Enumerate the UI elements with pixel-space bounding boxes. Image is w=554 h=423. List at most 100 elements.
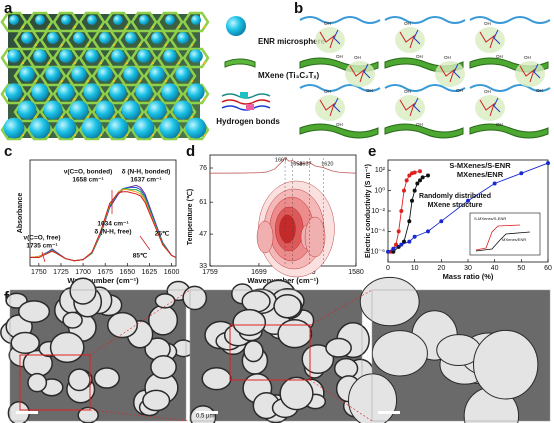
bond (113, 80, 115, 82)
data-point (402, 239, 406, 244)
legend-bond-box (240, 92, 248, 98)
enr-sphere (43, 100, 63, 120)
peak-label: 1658 (290, 161, 302, 167)
hbond-zone (345, 61, 375, 87)
oh-label: OH (496, 54, 503, 59)
bond (22, 26, 24, 28)
bond (48, 134, 50, 136)
contour-level (256, 220, 274, 254)
bond (113, 44, 115, 46)
inset-legend: S-MXenes/S-ENR (474, 216, 506, 221)
legend-sphere (226, 16, 246, 36)
data-point (412, 170, 417, 175)
bond (74, 62, 76, 64)
y-tick-label: 61 (199, 199, 207, 206)
annotation: δ (N-H, free) (94, 229, 131, 236)
y-tick-label: 47 (199, 231, 207, 238)
enr-sphere (33, 49, 47, 63)
annotation: δ (N-H, bonded) (122, 169, 171, 176)
enr-sphere (113, 15, 123, 25)
bond (204, 98, 206, 100)
x-axis-label: Wavenumber (cm⁻¹) (67, 276, 139, 285)
mxene-cell (0, 47, 28, 69)
bond (100, 98, 102, 100)
hbond-zone (475, 95, 505, 121)
enr-sphere (29, 117, 51, 139)
enr-sphere (175, 66, 191, 82)
hbond-zone (515, 61, 545, 87)
pore (142, 389, 171, 412)
enr-sphere (73, 32, 85, 44)
inset-curve (475, 224, 521, 251)
pore (62, 311, 83, 329)
annotation: 1634 cm⁻¹ (97, 221, 128, 228)
x-tick-label: 1759 (202, 269, 218, 276)
enr-sphere (81, 117, 103, 139)
enr-sphere (97, 66, 113, 82)
data-point (426, 173, 430, 178)
oh-label: OH (416, 122, 423, 127)
enr-sphere (21, 32, 33, 44)
enr-sphere (83, 83, 101, 101)
enr-sphere (185, 117, 207, 139)
mxene-sheet (469, 123, 549, 139)
enr-sphere (95, 100, 115, 120)
oh-label: OH (416, 54, 423, 59)
panel-letter: b (294, 0, 303, 17)
enr-sphere (55, 117, 77, 139)
bond (87, 44, 89, 46)
y-tick-label: 10⁰ (374, 186, 385, 194)
peak-label: 1620 (321, 161, 333, 167)
annotation: 1735 cm⁻¹ (26, 243, 57, 250)
oh-label: OH (456, 88, 463, 93)
bond (100, 134, 102, 136)
bond (100, 62, 102, 64)
y-tick-label: 10² (375, 167, 386, 174)
enr-sphere (189, 49, 203, 63)
pore (17, 300, 51, 324)
enr-sphere (99, 32, 111, 44)
oh-label: OH (404, 21, 411, 26)
data-point (412, 234, 417, 239)
hbond-zone (315, 95, 345, 121)
enr-sphere (123, 66, 139, 82)
pore (325, 337, 352, 358)
panel-letter: c (4, 143, 12, 160)
zoom-box (229, 324, 311, 381)
x-tick-label: 50 (517, 265, 525, 272)
x-tick-label: 1675 (97, 269, 113, 276)
hbond-zone (435, 61, 465, 87)
legend-bond-box (246, 104, 254, 110)
enr-sphere (133, 117, 155, 139)
enr-sphere (173, 100, 193, 120)
enr-sphere (165, 15, 175, 25)
bond (204, 26, 206, 28)
bond (22, 134, 24, 136)
hbond-zone (395, 95, 425, 121)
mxene-cell (0, 11, 28, 33)
peak-label: 1637 (299, 161, 311, 167)
pore (150, 354, 177, 379)
enr-sphere (137, 49, 151, 63)
x-tick-label: 0 (386, 265, 390, 272)
scale-label: 0.5 µm (196, 414, 214, 420)
enr-sphere (187, 83, 205, 101)
enr-sphere (5, 83, 23, 101)
bond (48, 98, 50, 100)
hbond-link (493, 97, 501, 113)
mxene-cell (0, 83, 28, 105)
inset-legend: MXenes/ENR (502, 237, 526, 242)
pore (232, 308, 267, 337)
hbond-link (519, 65, 535, 83)
pore (371, 330, 428, 377)
panel-letter: a (4, 0, 13, 17)
oh-label: OH (484, 21, 491, 26)
y-tick-label: 10⁻⁶ (371, 249, 385, 256)
annotation: 25℃ (155, 230, 170, 238)
data-point (394, 242, 398, 247)
pore (154, 293, 176, 309)
legend-label: Hydrogen bonds (216, 117, 280, 126)
pore (182, 285, 208, 311)
enr-sphere (149, 66, 165, 82)
